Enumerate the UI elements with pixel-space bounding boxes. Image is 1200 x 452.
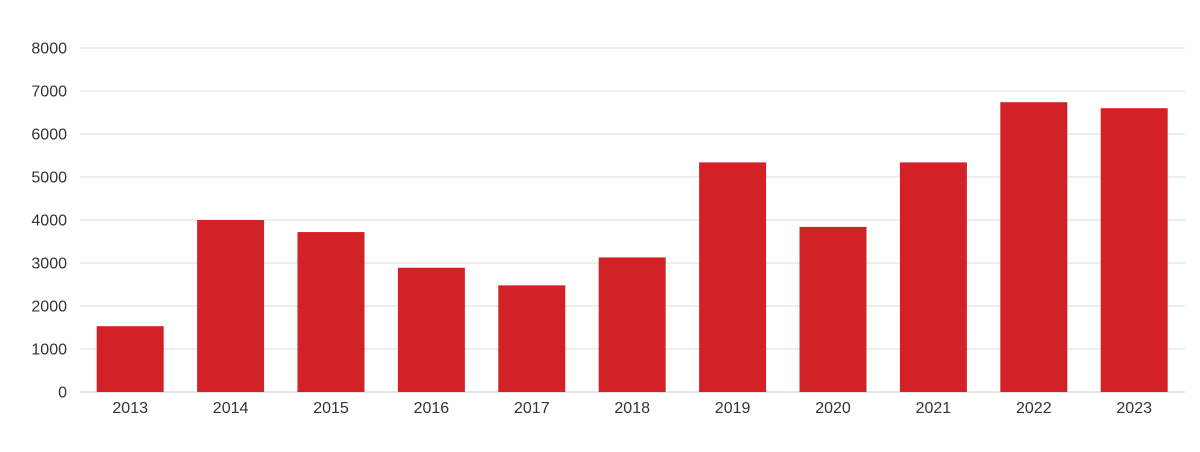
bar-2020 xyxy=(799,226,867,392)
y-tick-label: 8000 xyxy=(31,41,67,58)
bar-2017 xyxy=(498,285,566,392)
bar-2023 xyxy=(1100,108,1168,392)
bar-2021 xyxy=(899,162,967,392)
bar-2014 xyxy=(197,220,265,392)
bar-2019 xyxy=(699,162,767,392)
bar-2016 xyxy=(397,267,465,392)
y-tick-label: 4000 xyxy=(31,213,67,230)
x-tick-label: 2023 xyxy=(1116,400,1152,417)
x-tick-label: 2018 xyxy=(614,400,650,417)
gridlines xyxy=(80,47,1185,393)
y-tick-label: 7000 xyxy=(31,84,67,101)
bar-2018 xyxy=(598,257,666,392)
x-tick-label: 2014 xyxy=(213,400,249,417)
x-tick-label: 2020 xyxy=(815,400,851,417)
x-tick-label: 2015 xyxy=(313,400,349,417)
x-tick-label: 2016 xyxy=(414,400,450,417)
bar-2022 xyxy=(1000,102,1068,393)
y-tick-label: 3000 xyxy=(31,256,67,273)
x-axis-ticks: 2013 2014 2015 2016 2017 2018 2019 2020 2021 2022… xyxy=(112,400,1152,417)
x-tick-label: 2022 xyxy=(1016,400,1052,417)
bars xyxy=(96,102,1168,393)
y-axis-ticks: 0 1000 2000 3000 4000 5000 6000 7000 8000 xyxy=(31,41,67,402)
x-tick-label: 2013 xyxy=(112,400,148,417)
x-tick-label: 2017 xyxy=(514,400,550,417)
x-tick-label: 2019 xyxy=(715,400,751,417)
y-tick-label: 6000 xyxy=(31,127,67,144)
y-tick-label: 5000 xyxy=(31,170,67,187)
y-tick-label: 0 xyxy=(58,385,67,402)
bar-2015 xyxy=(297,232,365,392)
x-tick-label: 2021 xyxy=(916,400,952,417)
y-tick-label: 2000 xyxy=(31,299,67,316)
bar-2013 xyxy=(96,326,164,392)
y-tick-label: 1000 xyxy=(31,342,67,359)
